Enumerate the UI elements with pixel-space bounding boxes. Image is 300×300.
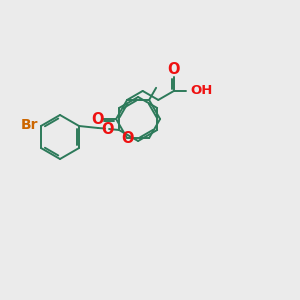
Text: O: O bbox=[101, 122, 113, 136]
Text: Br: Br bbox=[20, 118, 38, 132]
Text: OH: OH bbox=[191, 84, 213, 98]
Text: O: O bbox=[121, 130, 134, 146]
Text: O: O bbox=[168, 62, 180, 77]
Text: O: O bbox=[91, 112, 103, 127]
